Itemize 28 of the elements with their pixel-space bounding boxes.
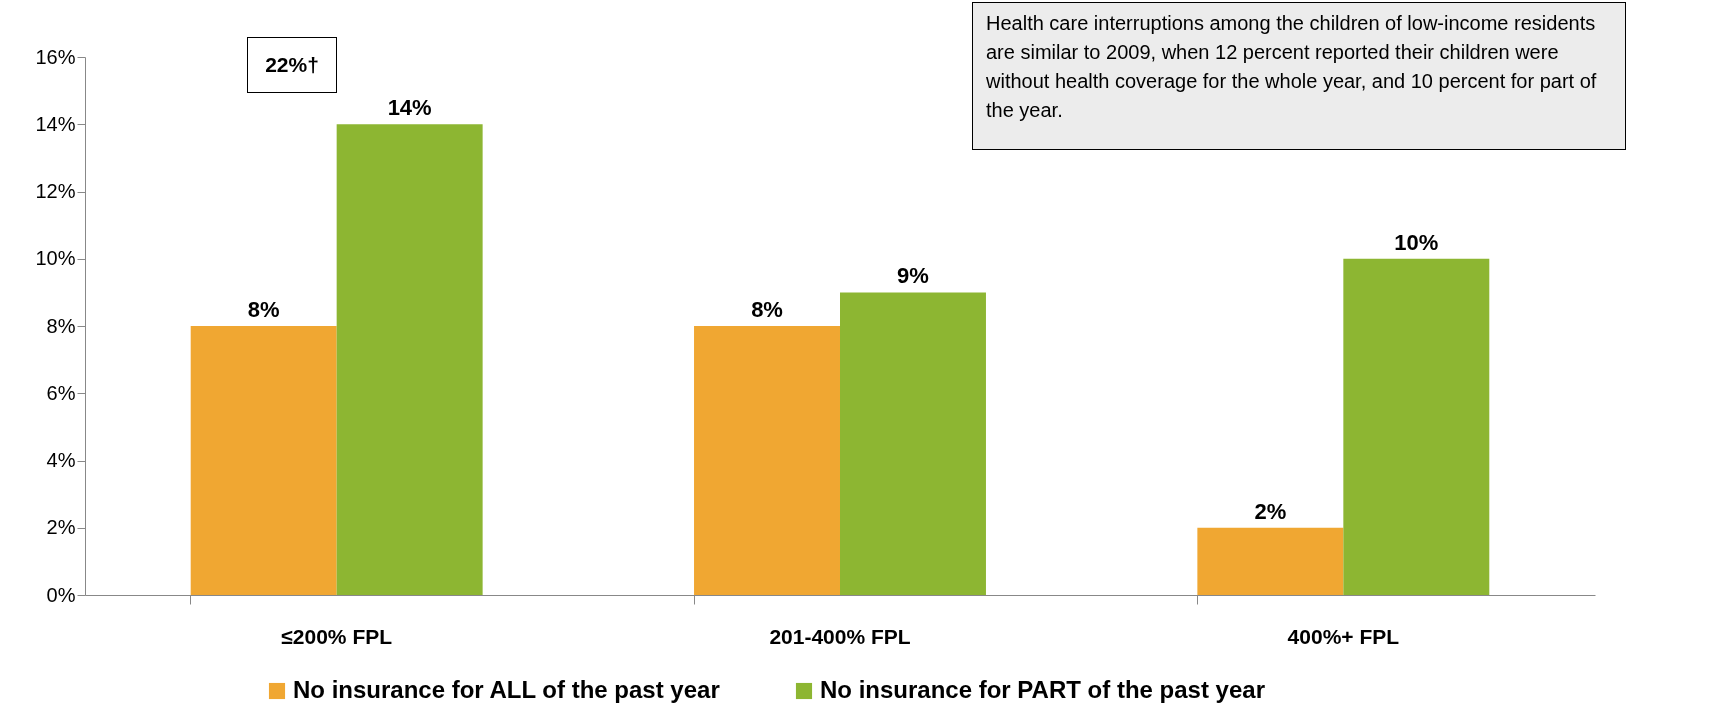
data-label: 10%	[1394, 229, 1439, 255]
bar	[694, 326, 840, 595]
data-label: 2%	[1254, 498, 1287, 524]
y-tick-label: 10%	[35, 247, 76, 270]
bar	[1343, 258, 1490, 595]
bar	[336, 124, 483, 595]
y-tick-label: 6%	[46, 381, 76, 404]
y-tick-label: 4%	[46, 449, 76, 471]
bar	[1197, 527, 1344, 595]
annotation: Health care interruptions among the children of low-income residents are similar to 2009, when 12 percent reported their children were without health coverage for the whole year, and 10 percent for part of the year.	[972, 2, 1626, 150]
y-tick-label: 14%	[35, 112, 76, 135]
data-label: 8%	[751, 297, 783, 322]
data-label: 9%	[897, 263, 929, 289]
annotation: 22%†	[247, 37, 337, 93]
data-label: 14%	[387, 95, 432, 121]
y-tick-label: 16%	[35, 45, 76, 68]
y-tick-label: 0%	[46, 583, 76, 606]
y-tick-label: 2%	[46, 516, 76, 539]
legend-label: No insurance for PART of the past year	[820, 676, 1265, 703]
bar	[190, 326, 337, 595]
bar	[840, 292, 986, 595]
legend-label: No insurance for ALL of the past year	[293, 676, 720, 703]
x-tick-label: 201-400% FPL	[769, 624, 911, 648]
y-tick-label: 8%	[46, 314, 76, 337]
x-tick-label: ≤200% FPL	[281, 624, 393, 648]
x-tick-label: 400%+ FPL	[1287, 624, 1400, 648]
y-tick-label: 12%	[35, 180, 76, 202]
data-label: 8%	[247, 297, 280, 322]
